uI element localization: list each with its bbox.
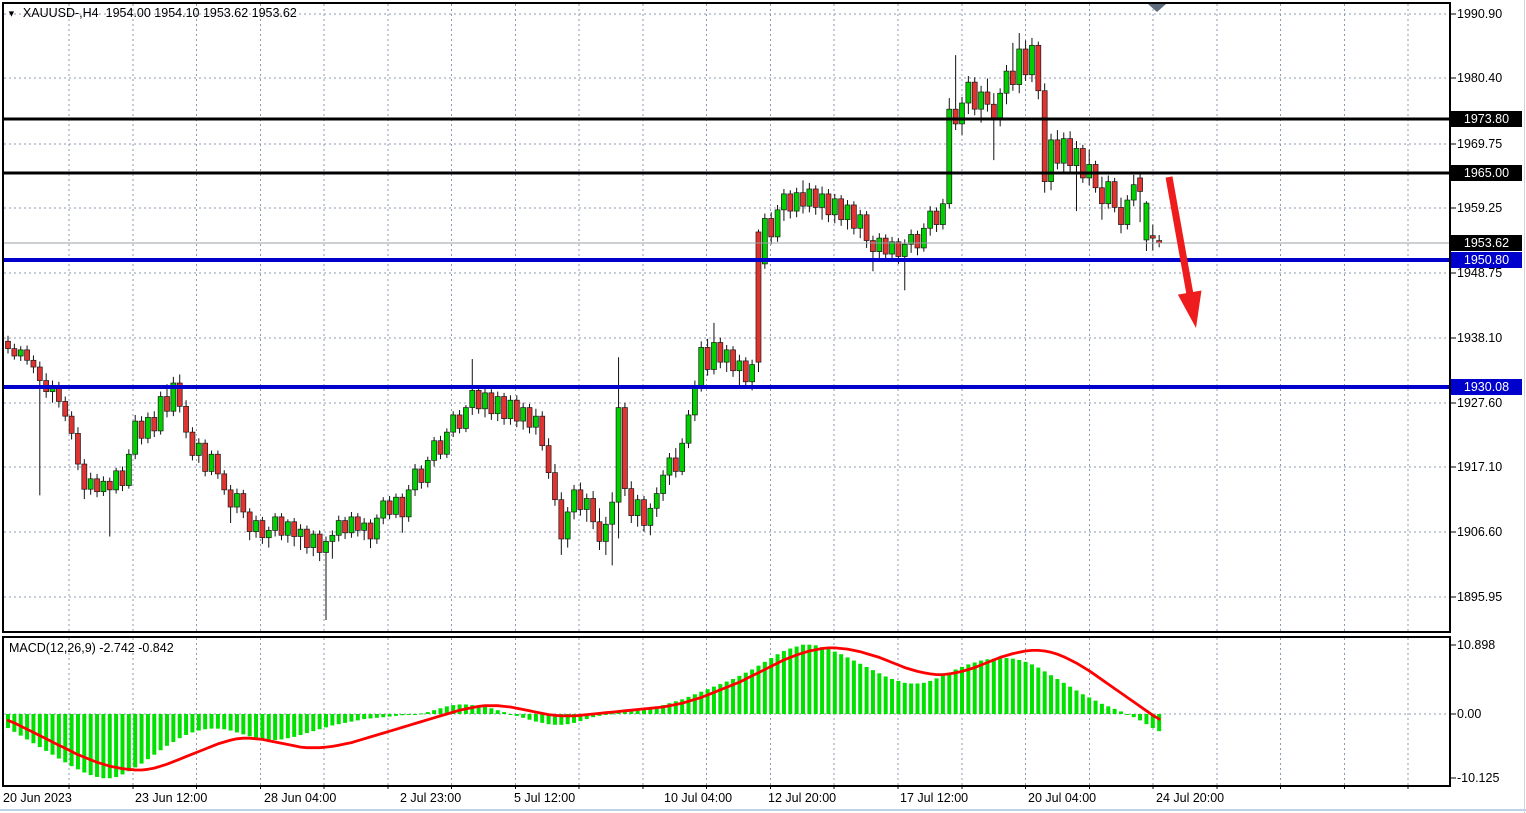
price-level-badge: 1950.80 [1451,252,1522,268]
time-tick-label: 10 Jul 04:00 [664,791,733,805]
time-tick-label: 2 Jul 23:00 [400,791,462,805]
price-tick-label: 1927.60 [1457,396,1503,410]
time-tick-label: 12 Jul 20:00 [768,791,837,805]
current-bar-marker-icon [1148,4,1166,12]
price-tick-label: 1969.75 [1457,137,1503,151]
time-tick-label: 17 Jul 12:00 [900,791,969,805]
price-tick-label: 1959.25 [1457,201,1503,215]
macd-tick-label: -10.125 [1457,771,1500,785]
price-level-badge: 1930.08 [1451,379,1522,395]
candlesticks [5,33,1163,621]
price-tick-label: 1917.10 [1457,460,1503,474]
time-tick-label: 24 Jul 20:00 [1156,791,1225,805]
macd-indicator-pane[interactable] [2,636,1451,787]
price-tick-label: 1895.95 [1457,590,1503,604]
window-right-edge [1524,0,1525,813]
macd-tick-label: 0.00 [1457,707,1482,721]
window-bottom-edge [0,809,1526,811]
time-tick-label: 20 Jul 04:00 [1028,791,1097,805]
price-level-badge: 1965.00 [1451,165,1522,181]
price-level-badge: 1973.80 [1451,111,1522,127]
price-level-badge: 1953.62 [1451,235,1522,251]
symbol-timeframe-label: XAUUSD-,H4 [22,6,99,20]
price-tick-label: 1948.75 [1457,266,1503,280]
price-tick-label: 1906.60 [1457,525,1503,539]
price-tick-label: 1980.40 [1457,71,1503,85]
sell-arrow-annotation[interactable] [1165,176,1202,328]
chart-title: ▼ XAUUSD-,H4 1954.00 1954.10 1953.62 195… [7,6,297,20]
macd-signal-line [6,646,1161,772]
horizontal-level-lines[interactable] [4,117,1449,389]
time-tick-label: 5 Jul 12:00 [514,791,576,805]
macd-label: MACD(12,26,9) -2.742 -0.842 [9,641,174,655]
time-tick-label: 20 Jun 2023 [3,791,72,805]
macd-histogram [6,644,1162,779]
ohlc-values: 1954.00 1954.10 1953.62 1953.62 [105,6,297,20]
time-tick-label: 23 Jun 12:00 [135,791,208,805]
time-tick-label: 28 Jun 04:00 [264,791,337,805]
price-chart-pane[interactable] [2,2,1451,633]
macd-tick-label: 10.898 [1457,638,1496,652]
price-tick-label: 1990.90 [1457,7,1503,21]
price-tick-label: 1938.10 [1457,331,1503,345]
symbol-dropdown-triangle-icon[interactable]: ▼ [7,8,16,19]
